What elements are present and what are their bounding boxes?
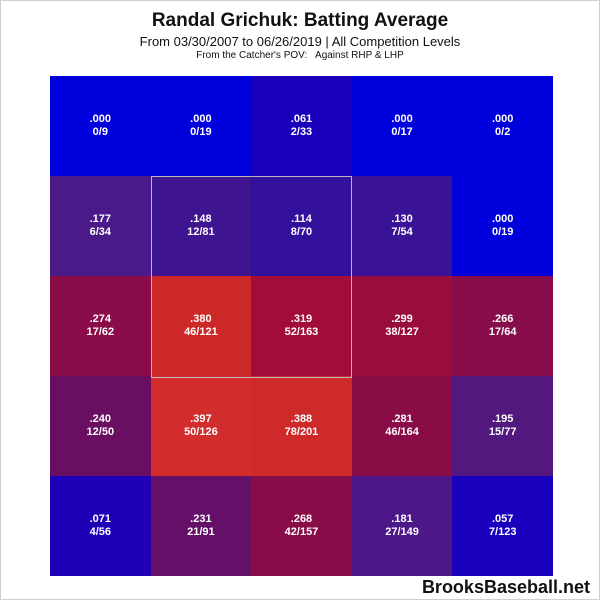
cell-average: .319: [290, 313, 313, 325]
cell-hits-at-bats: 50/126: [184, 426, 218, 438]
cell-average: .268: [290, 513, 313, 525]
zone-cell-r2-c3: .114 8/70: [251, 176, 352, 276]
cell-average: .274: [89, 313, 111, 325]
cell-average: .231: [190, 513, 212, 525]
cell-average: .380: [190, 313, 212, 325]
chart-note: From the Catcher's POV: Against RHP & LH…: [196, 50, 404, 61]
cell-hits-at-bats: 17/64: [488, 326, 517, 338]
cell-average: .281: [391, 413, 413, 425]
cell-average: .071: [89, 513, 111, 525]
zone-cell-r5-c1: .071 4/56: [50, 476, 151, 576]
zone-cell-r3-c5: .266 17/64: [452, 276, 553, 376]
cell-average: .266: [491, 313, 514, 325]
zone-cell-r3-c4: .299 38/127: [351, 276, 453, 376]
cell-average: .000: [190, 113, 212, 125]
cell-hits-at-bats: 27/149: [385, 526, 419, 538]
cell-average: .057: [491, 513, 514, 525]
cell-hits-at-bats: 7/54: [391, 226, 413, 238]
zone-cell-r1-c4: .000 0/17: [351, 76, 453, 176]
cell-average: .388: [290, 413, 313, 425]
watermark: BrooksBaseball.net: [421, 577, 590, 597]
cell-average: .000: [391, 113, 413, 125]
cell-average: .000: [491, 213, 514, 225]
cell-average: .061: [290, 113, 313, 125]
cell-hits-at-bats: 52/163: [284, 326, 319, 338]
cell-average: .000: [491, 113, 514, 125]
chart-subtitle: From 03/30/2007 to 06/26/2019 | All Comp…: [139, 34, 461, 49]
cell-hits-at-bats: 78/201: [284, 426, 319, 438]
cell-average: .240: [89, 413, 111, 425]
cell-average: .000: [89, 113, 111, 125]
zone-cell-r2-c4: .130 7/54: [351, 176, 453, 276]
cell-hits-at-bats: 12/81: [187, 226, 215, 238]
zone-cell-r4-c3: .388 78/201: [251, 376, 352, 476]
zone-cell-r2-c1: .177 6/34: [50, 176, 151, 276]
cell-average: .114: [291, 213, 312, 225]
zone-cell-r1-c5: .000 0/2: [452, 76, 553, 176]
cell-hits-at-bats: 0/19: [190, 126, 212, 138]
zone-cell-r4-c2: .397 50/126: [150, 376, 252, 476]
zone-cell-r4-c5: .195 15/77: [452, 376, 553, 476]
cell-average: .130: [391, 213, 413, 225]
cell-hits-at-bats: 38/127: [385, 326, 419, 338]
cell-hits-at-bats: 0/19: [491, 226, 514, 238]
cell-hits-at-bats: 0/9: [92, 126, 108, 138]
cell-average: .397: [190, 413, 212, 425]
cell-average: .299: [391, 313, 413, 325]
zone-cell-r4-c1: .240 12/50: [50, 376, 151, 476]
cell-average: .177: [89, 213, 111, 225]
cell-hits-at-bats: 7/123: [488, 526, 517, 538]
cell-hits-at-bats: 17/62: [86, 326, 115, 338]
zone-cell-r5-c3: .268 42/157: [251, 476, 352, 576]
zone-cell-r3-c1: .274 17/62: [50, 276, 151, 376]
cell-hits-at-bats: 0/17: [391, 126, 413, 138]
chart-title: Randal Grichuk: Batting Average: [151, 10, 449, 31]
zone-cell-r5-c4: .181 27/149: [351, 476, 453, 576]
zone-cell-r4-c4: .281 46/164: [351, 376, 453, 476]
zone-cell-r5-c5: .057 7/123: [452, 476, 553, 576]
cell-hits-at-bats: 6/34: [89, 226, 111, 238]
zone-cell-r1-c2: .000 0/19: [150, 76, 252, 176]
zone-cell-r5-c2: .231 21/91: [150, 476, 252, 576]
zone-cell-r3-c2: .380 46/121: [150, 276, 252, 376]
zone-cell-r1-c1: .000 0/9: [50, 76, 151, 176]
cell-hits-at-bats: 12/50: [86, 426, 115, 438]
zone-cell-r2-c2: .148 12/81: [150, 176, 252, 276]
cell-hits-at-bats: 15/77: [488, 426, 517, 438]
cell-hits-at-bats: 21/91: [187, 526, 215, 538]
cell-hits-at-bats: 46/121: [184, 326, 218, 338]
zone-cell-r3-c3: .319 52/163: [251, 276, 352, 376]
zone-cell-r1-c3: .061 2/33: [251, 76, 352, 176]
cell-hits-at-bats: 0/2: [495, 126, 511, 138]
cell-hits-at-bats: 42/157: [284, 526, 319, 538]
zone-cell-r2-c5: .000 0/19: [452, 176, 553, 276]
cell-average: .181: [391, 513, 413, 525]
cell-hits-at-bats: 8/70: [290, 226, 313, 238]
cell-hits-at-bats: 4/56: [89, 526, 111, 538]
cell-average: .148: [190, 213, 212, 225]
cell-average: .195: [491, 413, 514, 425]
zone-heatmap: .000 0/9.000 0/19.061 2/33.000 0/17.000 0/2.1…: [50, 76, 553, 576]
cell-hits-at-bats: 46/164: [385, 426, 419, 438]
cell-hits-at-bats: 2/33: [290, 126, 313, 138]
